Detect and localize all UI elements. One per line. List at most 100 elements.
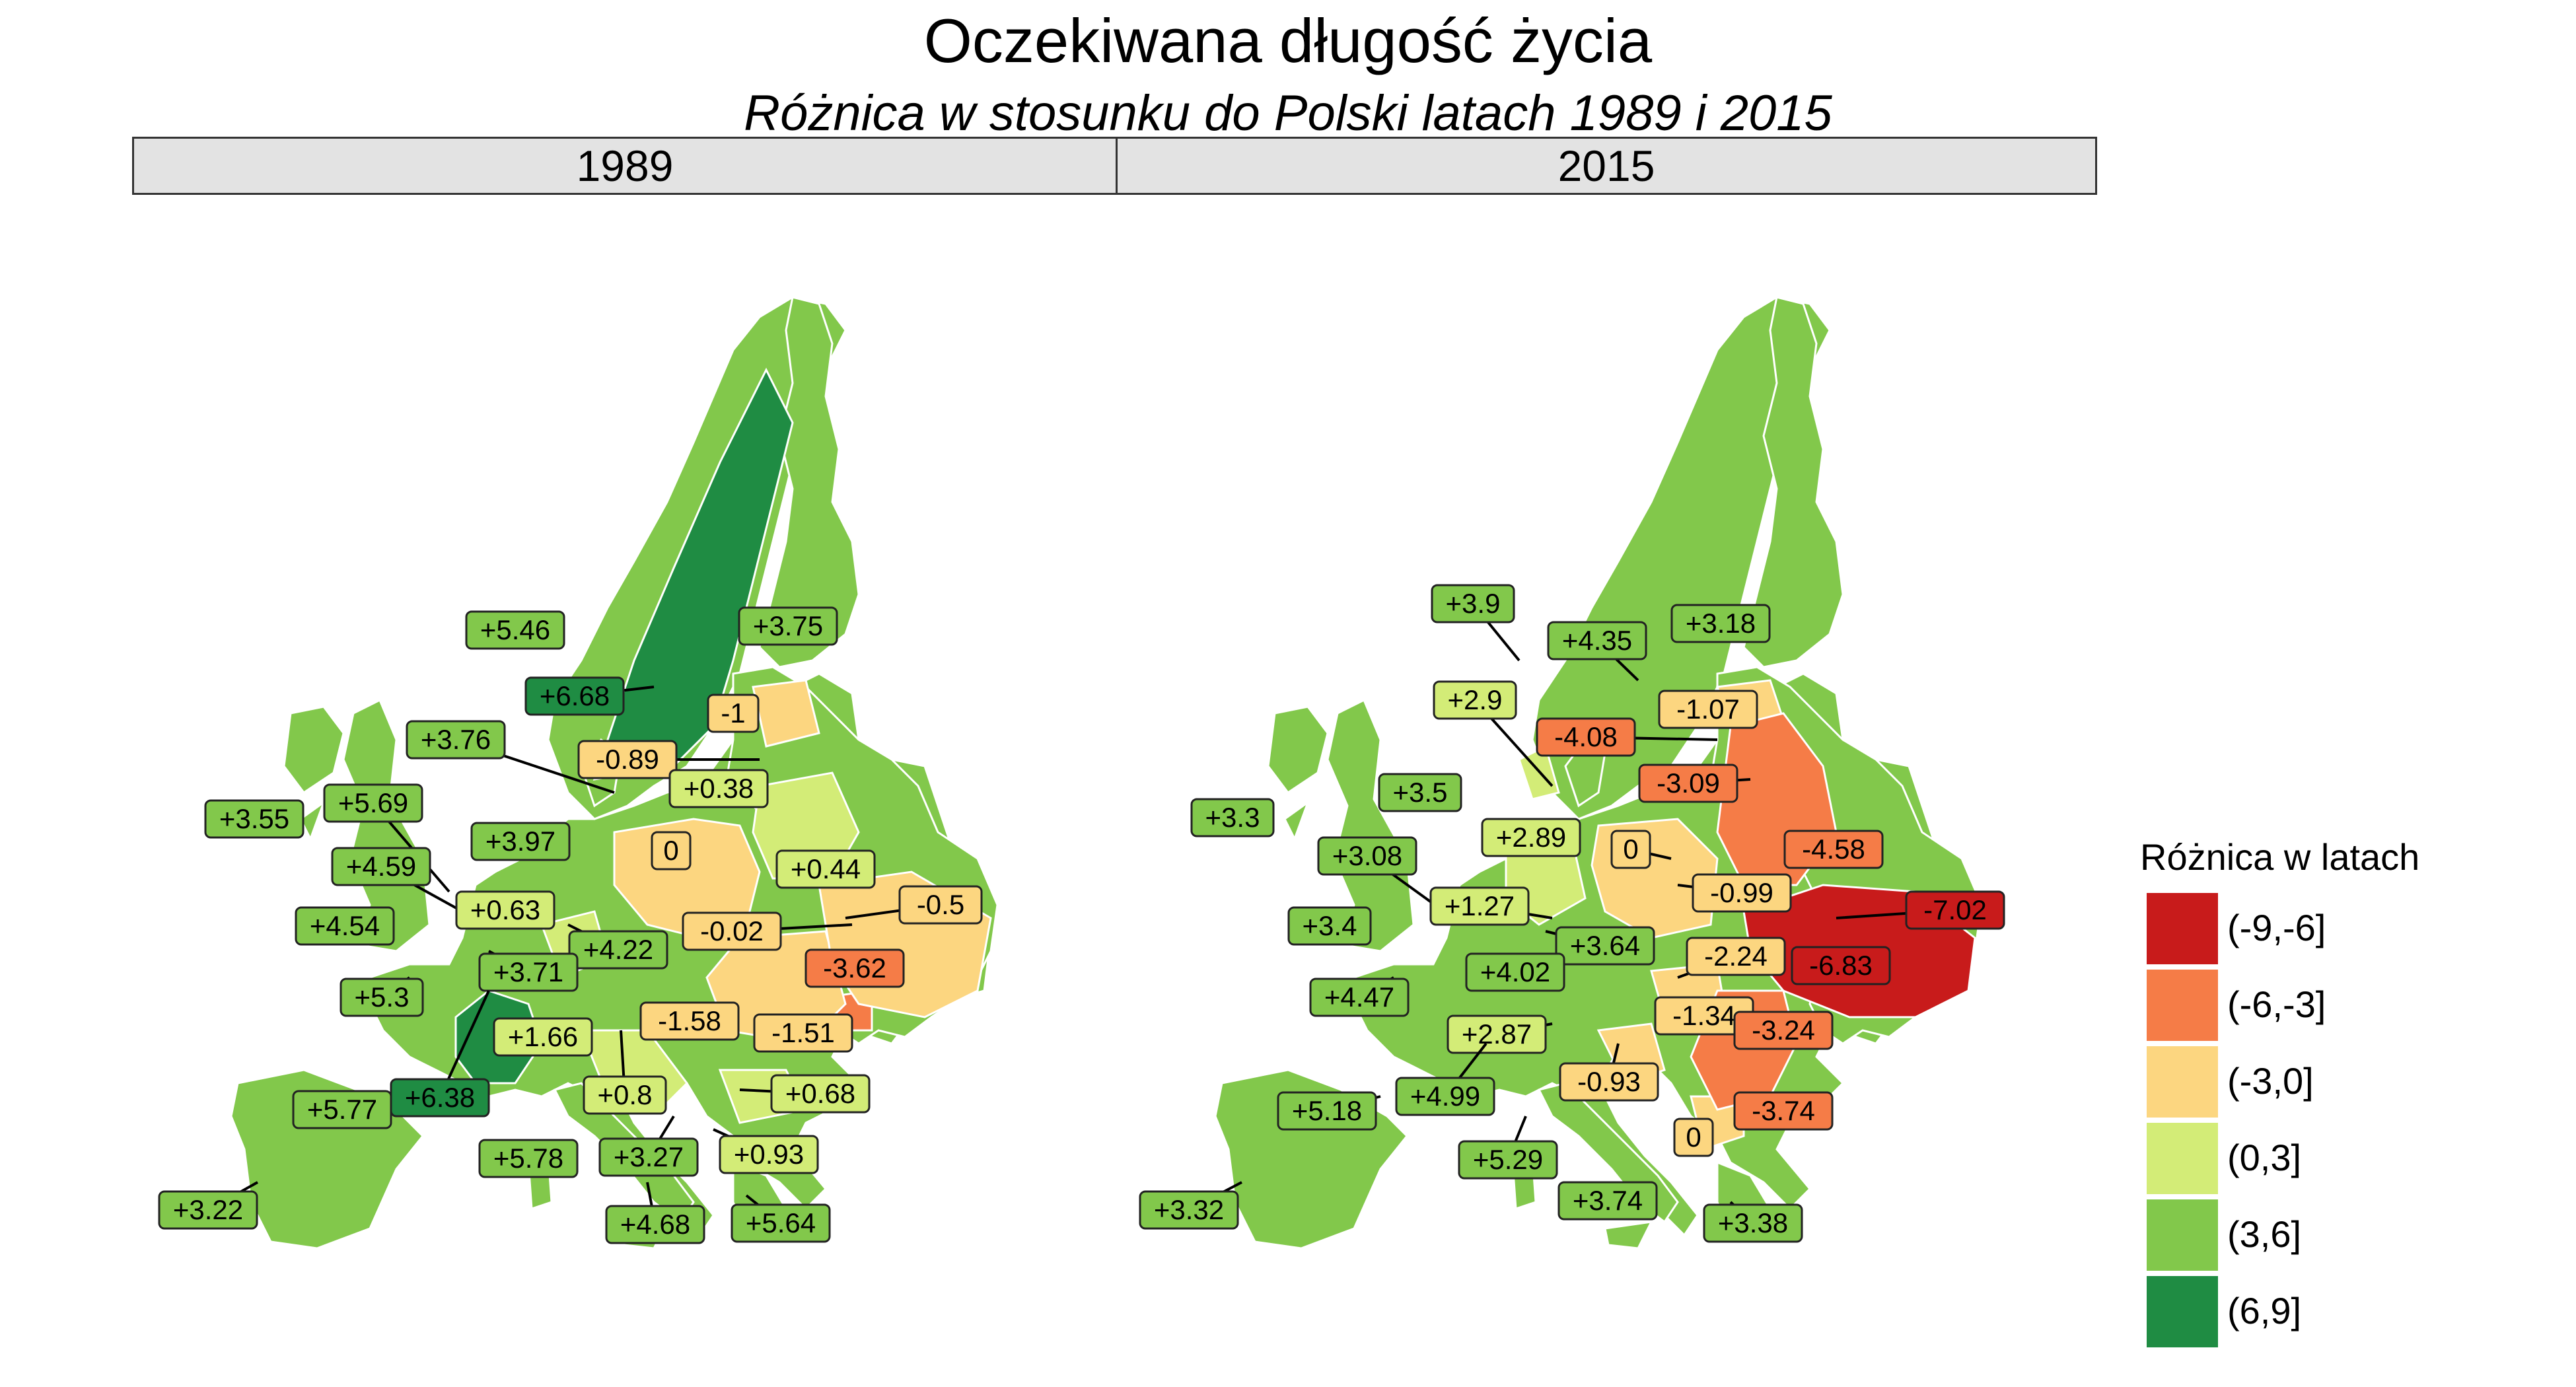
value-label: +0.93 <box>734 1139 804 1170</box>
value-label-box <box>1447 1014 1547 1054</box>
value-label: +4.35 <box>1562 625 1632 656</box>
value-label: +3.3 <box>1205 802 1260 833</box>
value-label-box <box>1703 1203 1803 1243</box>
panel-strip-1989: 1989 <box>132 137 1118 195</box>
value-label-box <box>1378 773 1462 812</box>
value-label: +3.9 <box>1446 588 1501 619</box>
value-label-box <box>340 978 424 1017</box>
value-label: +5.46 <box>480 614 550 645</box>
value-label-box <box>1317 836 1417 876</box>
value-label-box <box>770 1074 871 1114</box>
legend-title: Różnica w latach <box>2140 836 2420 878</box>
value-label: +3.18 <box>1686 608 1756 639</box>
value-label-box <box>707 694 760 733</box>
value-label: +0.44 <box>791 853 861 884</box>
value-label: +4.47 <box>1324 981 1394 1013</box>
value-label-box <box>605 1205 705 1244</box>
legend-swatch <box>2147 970 2218 1041</box>
value-label-box <box>455 890 555 930</box>
value-label: +3.55 <box>219 803 289 834</box>
legend-label: (6,9] <box>2227 1290 2302 1332</box>
value-label-box <box>775 849 876 889</box>
legend-label: (-6,-3] <box>2227 983 2326 1025</box>
value-label-box <box>465 610 565 650</box>
value-label: -0.89 <box>596 744 659 775</box>
value-label-box <box>1733 1091 1834 1131</box>
value-label: -3.74 <box>1752 1095 1815 1126</box>
value-label-box <box>390 1078 490 1118</box>
value-label: +4.54 <box>310 910 380 941</box>
value-label: -3.24 <box>1752 1014 1815 1046</box>
legend-label: (-9,-6] <box>2227 907 2326 948</box>
value-label-box <box>406 720 506 760</box>
value-label-box <box>1905 890 2005 930</box>
value-label: +5.69 <box>338 787 408 818</box>
value-label: -0.99 <box>1710 877 1773 908</box>
legend-swatch <box>2147 893 2218 964</box>
value-label: +3.71 <box>493 956 563 987</box>
value-label-box <box>1309 978 1410 1017</box>
value-label-box <box>1555 926 1655 966</box>
value-label-box <box>470 822 571 861</box>
value-label: +3.64 <box>1570 930 1640 961</box>
value-label: +5.18 <box>1292 1095 1362 1126</box>
value-label: 0 <box>1623 834 1638 865</box>
value-label: -1 <box>721 697 745 729</box>
value-label: -2.24 <box>1704 941 1768 972</box>
value-label: +4.59 <box>346 851 416 882</box>
title-main: Oczekiwana długość życia <box>923 6 1653 75</box>
value-label: +6.38 <box>405 1082 475 1113</box>
value-label-box <box>1458 1140 1558 1180</box>
value-label: -6.83 <box>1809 950 1873 981</box>
value-label: +3.38 <box>1718 1207 1788 1238</box>
value-label: -0.93 <box>1577 1066 1641 1097</box>
value-label: -4.08 <box>1554 721 1618 752</box>
value-label: +3.75 <box>753 610 823 641</box>
value-label-box <box>719 1135 819 1174</box>
value-label-box <box>753 1013 853 1053</box>
panel-strip-2015: 2015 <box>1116 137 2097 195</box>
value-label-box <box>738 606 838 646</box>
value-label: +0.68 <box>785 1078 855 1109</box>
value-label: +0.63 <box>470 894 540 925</box>
value-label: +3.97 <box>485 826 555 857</box>
legend-label: (-3,0] <box>2227 1060 2314 1102</box>
legend-swatch <box>2147 1199 2218 1271</box>
value-label: +3.76 <box>421 724 491 755</box>
value-label-box <box>1559 1062 1659 1102</box>
country-region <box>752 679 820 748</box>
value-label: +3.4 <box>1303 910 1357 941</box>
value-label-box <box>1733 1011 1834 1050</box>
value-label: +5.29 <box>1473 1144 1543 1175</box>
value-label-box <box>493 1017 593 1057</box>
value-label-box <box>898 885 983 925</box>
value-label: +1.66 <box>508 1021 578 1052</box>
value-label: -7.02 <box>1923 894 1987 925</box>
value-label: -1.51 <box>771 1017 835 1048</box>
legend-swatch <box>2147 1123 2218 1194</box>
value-label: +3.5 <box>1393 777 1448 808</box>
value-label: -4.58 <box>1802 834 1865 865</box>
value-label-box <box>805 948 905 988</box>
value-label: +4.02 <box>1480 956 1550 987</box>
value-label-box <box>1783 830 1884 869</box>
value-label-box <box>1287 906 1372 946</box>
value-label-box <box>651 831 692 871</box>
map-panel-1989: +5.46 +3.75 +6.68 -1 +3.76 -0.89 +0.38 +3.55 +5.… <box>158 296 999 1250</box>
value-label-box <box>1670 604 1771 643</box>
value-label-box <box>1673 1118 1714 1157</box>
value-label-box <box>577 740 678 779</box>
value-label: +3.27 <box>614 1141 684 1172</box>
value-label: +4.22 <box>583 934 653 965</box>
value-label-box <box>1610 830 1651 869</box>
value-label: +4.68 <box>620 1209 690 1240</box>
value-label-box <box>1395 1077 1495 1116</box>
value-label-box <box>158 1190 258 1230</box>
value-label-box <box>1190 798 1275 837</box>
value-label-box <box>568 930 668 970</box>
value-label: +5.77 <box>307 1094 377 1125</box>
value-label-box <box>1791 946 1891 985</box>
value-label-box <box>1557 1181 1658 1221</box>
value-label-box <box>639 1001 740 1041</box>
